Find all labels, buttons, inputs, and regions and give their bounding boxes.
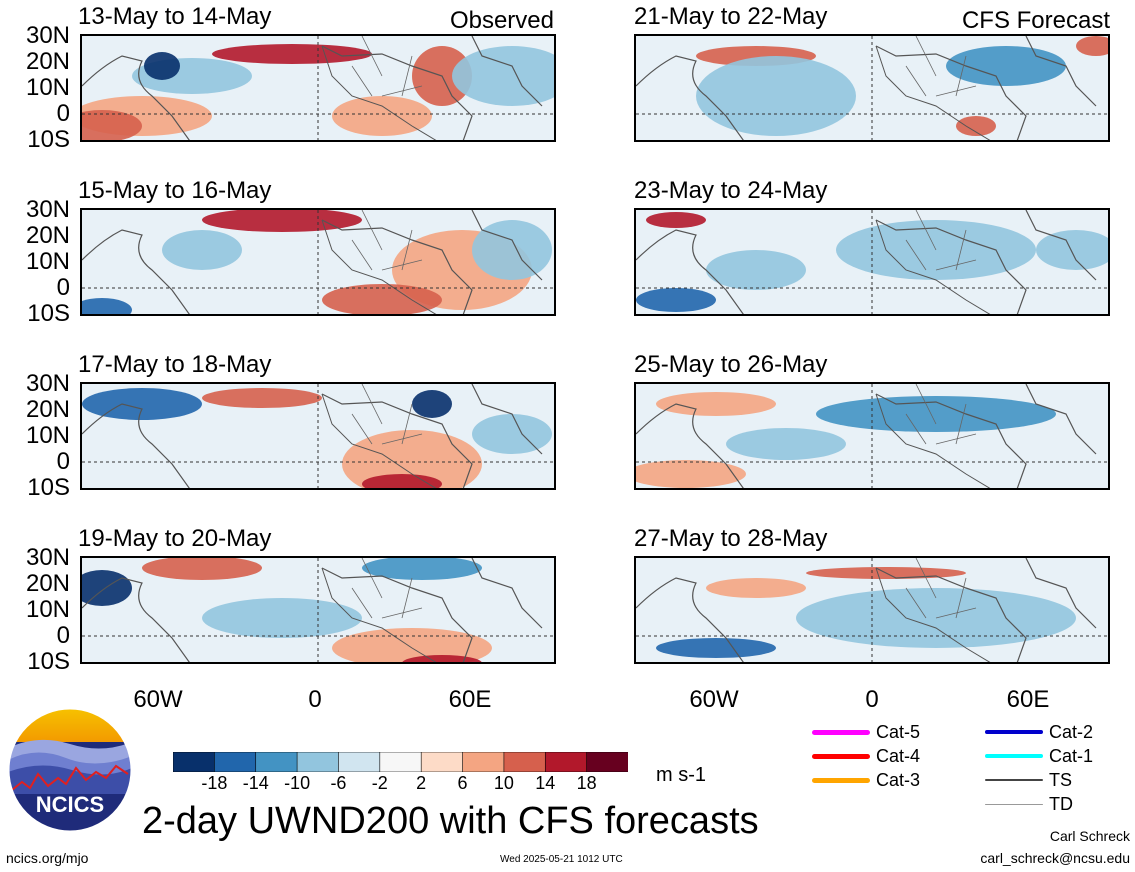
panel-title-right-2: 23-May to 24-May <box>634 177 828 204</box>
lat-label: 20N <box>25 396 70 423</box>
legend-line-swatch <box>812 777 870 783</box>
lat-label: 10S <box>27 474 70 501</box>
colorbar-swatch <box>296 751 340 773</box>
legend-label: Cat-2 <box>1049 721 1094 742</box>
panel-title-right-1: 21-May to 22-May <box>634 3 828 30</box>
lat-label: 0 <box>56 100 70 127</box>
colorbar-tick-label: -14 <box>242 773 269 793</box>
legend-label: Cat-3 <box>876 769 921 790</box>
legend-label: Cat-4 <box>876 745 921 766</box>
colorbar-tick-label: -2 <box>371 773 388 793</box>
lon-label-60w-right: 60W <box>689 686 739 713</box>
legend-line-swatch <box>985 779 1043 781</box>
legend-line-swatch <box>985 730 1043 734</box>
map-forecast-2 <box>634 208 1110 316</box>
lat-label: 0 <box>56 274 70 301</box>
main-title: 2-day UWND200 with CFS forecasts <box>142 800 759 842</box>
author-name: Carl Schreck <box>1049 828 1130 844</box>
legend-item-ts: TS <box>985 770 1072 790</box>
legend-line-swatch <box>812 729 870 735</box>
legend-label: Cat-5 <box>876 721 921 742</box>
ncics-logo-icon: NCICS <box>8 708 132 832</box>
lon-label-0-left: 0 <box>308 686 322 713</box>
legend-item-cat-2: Cat-2 <box>985 722 1093 742</box>
lat-label: 30N <box>25 544 70 571</box>
colorbar-swatch <box>420 751 464 773</box>
colorbar <box>172 751 629 773</box>
colorbar-swatch <box>379 751 422 773</box>
colorbar-tick-label: -6 <box>330 773 347 793</box>
lat-label: 20N <box>25 48 70 75</box>
legend-item-cat-3: Cat-3 <box>812 770 920 790</box>
legend-label: Cat-1 <box>1049 745 1094 766</box>
map-observed-2 <box>80 208 556 316</box>
colorbar-swatch <box>503 751 547 773</box>
colorbar-swatch <box>172 751 216 773</box>
panel-title-right-4: 27-May to 28-May <box>634 525 828 552</box>
lat-label: 30N <box>25 22 70 49</box>
panel-title-left-3: 17-May to 18-May <box>78 351 272 378</box>
lat-label: 10N <box>25 596 70 623</box>
lat-label: 10S <box>27 126 70 153</box>
timestamp: Wed 2025-05-21 1012 UTC <box>500 854 623 865</box>
forecast-label: CFS Forecast <box>961 7 1110 34</box>
colorbar-swatch <box>338 751 381 773</box>
lat-label: 10S <box>27 648 70 675</box>
colorbar-swatch <box>255 751 298 773</box>
legend-line-swatch <box>985 754 1043 758</box>
lon-label-0-right: 0 <box>865 686 879 713</box>
observed-label: Observed <box>449 7 554 34</box>
legend-item-td: TD <box>985 794 1073 814</box>
panel-title-left-1: 13-May to 14-May <box>78 3 272 30</box>
map-observed-1 <box>80 34 556 142</box>
lon-label-60e-left: 60E <box>448 686 492 713</box>
colorbar-tick-label: -18 <box>201 773 228 793</box>
lat-label: 10N <box>25 74 70 101</box>
lat-label: 0 <box>56 448 70 475</box>
map-observed-4 <box>80 556 556 664</box>
lat-label: 30N <box>25 370 70 397</box>
colorbar-tick-label: 10 <box>493 773 514 793</box>
colorbar-units: m s-1 <box>656 764 706 786</box>
colorbar-tick-label: -10 <box>284 773 311 793</box>
lat-label: 10N <box>25 248 70 275</box>
map-forecast-4 <box>634 556 1110 664</box>
lon-label-60e-right: 60E <box>1006 686 1050 713</box>
lat-label: 10S <box>27 300 70 327</box>
map-forecast-1 <box>634 34 1110 142</box>
lat-label: 20N <box>25 570 70 597</box>
legend-label: TD <box>1049 793 1073 814</box>
lat-label: 30N <box>25 196 70 223</box>
colorbar-tick-label: 6 <box>457 773 468 793</box>
panel-title-left-4: 19-May to 20-May <box>78 525 272 552</box>
ncics-logo-text: NCICS <box>36 792 104 817</box>
lat-label: 20N <box>25 222 70 249</box>
legend-item-cat-1: Cat-1 <box>985 746 1093 766</box>
lat-label: 0 <box>56 622 70 649</box>
colorbar-swatch <box>544 751 588 773</box>
colorbar-swatches <box>172 751 629 773</box>
map-forecast-3 <box>634 382 1110 490</box>
legend-line-swatch <box>812 753 870 759</box>
author-email[interactable]: carl_schreck@ncsu.edu <box>980 850 1130 866</box>
map-observed-3 <box>80 382 556 490</box>
colorbar-swatch <box>586 751 629 773</box>
legend-line-swatch <box>985 803 1043 805</box>
ncics-logo: NCICS <box>8 708 132 832</box>
colorbar-swatch <box>214 751 257 773</box>
colorbar-tick-label: 14 <box>535 773 556 793</box>
colorbar-tick-label: 2 <box>416 773 427 793</box>
legend-item-cat-4: Cat-4 <box>812 746 920 766</box>
colorbar-swatch <box>462 751 505 773</box>
lat-label: 10N <box>25 422 70 449</box>
panel-title-right-3: 25-May to 26-May <box>634 351 828 378</box>
footer-url[interactable]: ncics.org/mjo <box>6 850 89 866</box>
lon-label-60w-left: 60W <box>133 686 183 713</box>
legend-item-cat-5: Cat-5 <box>812 722 920 742</box>
panel-title-left-2: 15-May to 16-May <box>78 177 272 204</box>
colorbar-tick-label: 18 <box>576 773 597 793</box>
legend-label: TS <box>1049 769 1073 790</box>
